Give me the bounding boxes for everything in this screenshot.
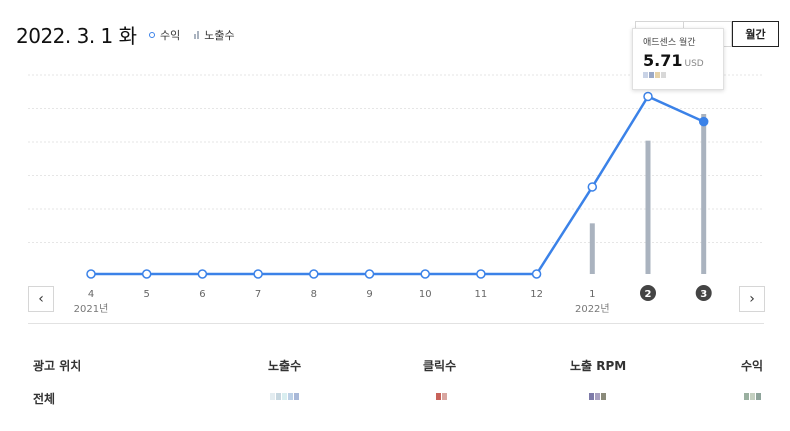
revenue-line	[91, 94, 705, 276]
period-button-monthly[interactable]: 월간	[732, 21, 779, 47]
revenue-point	[587, 182, 598, 192]
year-label: 2022년	[575, 303, 610, 315]
divider	[28, 323, 764, 324]
revenue-point	[476, 269, 486, 279]
legend-impressions-label: 노출수	[204, 29, 235, 42]
highlight-marker	[695, 285, 712, 301]
redacted-clicks	[436, 393, 447, 400]
header-rpm: 노출 RPM	[570, 359, 627, 373]
impression-bar	[701, 114, 707, 274]
x-tick-label: 10	[419, 289, 432, 300]
header-revenue: 수익	[741, 359, 764, 373]
chart-legend: 수익 노출수	[149, 27, 235, 43]
header-ad-position: 광고 위치	[33, 359, 82, 373]
x-tick-label: 7	[255, 289, 261, 300]
year-label: 2021년	[74, 303, 109, 315]
redacted-revenue	[744, 393, 761, 400]
next-button[interactable]: ›	[739, 286, 765, 312]
highlight-marker	[640, 285, 656, 301]
x-tick-label: 11	[475, 289, 488, 300]
chart-tooltip: 애드센스 월간 5.71 USD	[632, 28, 724, 90]
x-tick-label: 1	[589, 289, 595, 300]
line-dot-icon	[149, 32, 155, 38]
header-clicks: 클릭수	[423, 359, 457, 373]
revenue-point	[698, 116, 709, 127]
legend-revenue: 수익	[149, 27, 180, 43]
revenue-point	[643, 91, 653, 102]
legend-revenue-label: 수익	[160, 29, 181, 42]
impression-bar	[589, 223, 595, 274]
x-tick-label: 8	[311, 289, 317, 300]
page-title: 2022. 3. 1 화	[16, 24, 137, 48]
impression-bar	[645, 140, 651, 274]
row-label: 전체	[33, 392, 56, 406]
x-tick-label: 2	[645, 289, 652, 300]
prev-button[interactable]: ‹	[28, 286, 54, 312]
x-tick-label: 9	[366, 289, 372, 300]
redacted-rpm	[589, 393, 606, 400]
tooltip-value: 5.71 USD	[643, 51, 713, 70]
tooltip-amount: 5.71	[643, 51, 683, 70]
header-impressions: 노출수	[268, 359, 302, 373]
revenue-point	[420, 269, 430, 279]
chevron-left-icon: ‹	[38, 291, 44, 307]
revenue-point	[141, 269, 152, 279]
tooltip-label: 애드센스 월간	[643, 38, 696, 48]
chevron-right-icon: ›	[749, 291, 755, 307]
tooltip-redacted	[643, 72, 713, 78]
revenue-point	[531, 269, 542, 279]
revenue-point	[253, 269, 263, 279]
revenue-point	[86, 269, 96, 279]
x-tick-label: 4	[88, 289, 94, 300]
x-tick-label: 5	[144, 289, 150, 300]
tooltip-unit: USD	[684, 59, 704, 69]
revenue-point	[197, 269, 208, 279]
revenue-point	[309, 269, 319, 279]
revenue-point	[364, 269, 375, 279]
x-tick-label: 3	[700, 289, 707, 300]
legend-impressions: 노출수	[194, 27, 235, 43]
bar-icon	[194, 31, 200, 39]
x-tick-label: 12	[530, 289, 543, 300]
x-tick-label: 6	[199, 289, 205, 300]
redacted-impressions	[270, 393, 299, 400]
